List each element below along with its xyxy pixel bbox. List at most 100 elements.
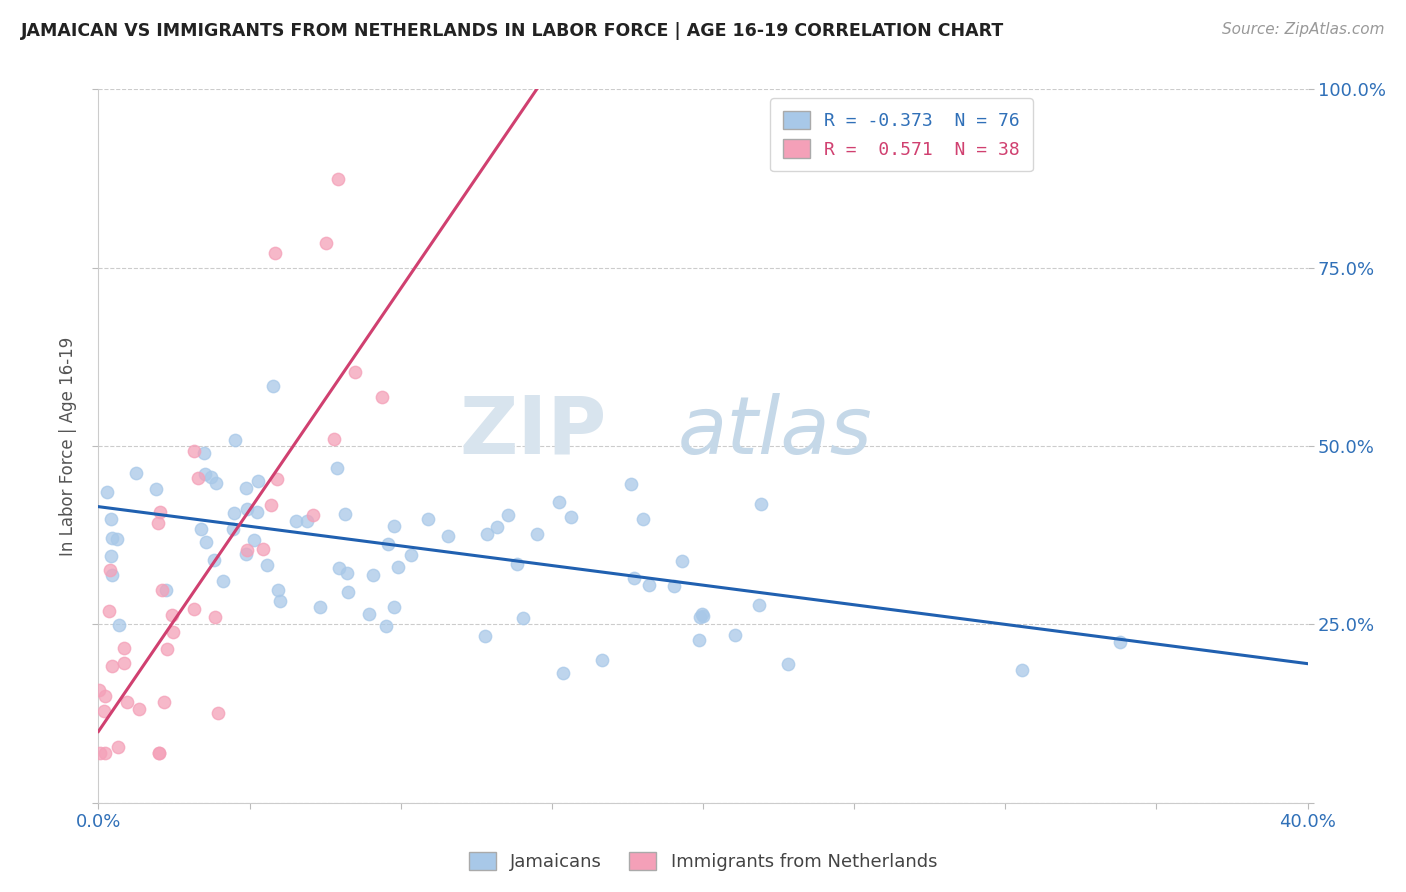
Point xyxy=(301,508,323,522)
Point xyxy=(560,509,582,524)
Point xyxy=(690,607,713,622)
Point xyxy=(387,560,409,574)
Point xyxy=(193,446,215,460)
Point xyxy=(207,706,229,720)
Point xyxy=(108,617,131,632)
Point xyxy=(260,498,283,512)
Point xyxy=(148,746,170,760)
Point xyxy=(145,483,167,497)
Point xyxy=(382,600,405,615)
Point xyxy=(262,379,284,393)
Point xyxy=(295,514,318,528)
Point xyxy=(343,365,366,379)
Point xyxy=(187,471,209,485)
Point xyxy=(235,502,257,516)
Point xyxy=(194,534,217,549)
Point xyxy=(160,608,183,623)
Point xyxy=(194,467,217,481)
Point xyxy=(105,532,128,546)
Legend: Jamaicans, Immigrants from Netherlands: Jamaicans, Immigrants from Netherlands xyxy=(461,846,945,879)
Point xyxy=(638,578,661,592)
Text: Source: ZipAtlas.com: Source: ZipAtlas.com xyxy=(1222,22,1385,37)
Point xyxy=(776,657,799,671)
Point xyxy=(100,549,122,563)
Point xyxy=(222,506,245,520)
Point xyxy=(377,537,399,551)
Point xyxy=(399,548,422,562)
Point xyxy=(211,574,233,588)
Point xyxy=(315,235,337,250)
Point xyxy=(97,604,120,618)
Point xyxy=(623,571,645,585)
Point xyxy=(328,561,350,575)
Point xyxy=(153,694,176,708)
Point xyxy=(505,558,527,572)
Point xyxy=(112,641,135,656)
Point xyxy=(100,568,122,582)
Legend: R = -0.373  N = 76, R =  0.571  N = 38: R = -0.373 N = 76, R = 0.571 N = 38 xyxy=(770,98,1032,171)
Point xyxy=(692,608,714,623)
Point xyxy=(359,607,381,621)
Text: JAMAICAN VS IMMIGRANTS FROM NETHERLANDS IN LABOR FORCE | AGE 16-19 CORRELATION C: JAMAICAN VS IMMIGRANTS FROM NETHERLANDS … xyxy=(21,22,1004,40)
Point xyxy=(256,558,278,572)
Point xyxy=(512,611,534,625)
Point xyxy=(496,508,519,522)
Point xyxy=(202,552,225,566)
Point xyxy=(190,522,212,536)
Point xyxy=(688,632,710,647)
Point xyxy=(146,516,169,531)
Point xyxy=(633,512,655,526)
Point xyxy=(486,519,509,533)
Point xyxy=(309,600,332,615)
Point xyxy=(333,507,356,521)
Point xyxy=(246,474,269,488)
Point xyxy=(107,740,129,755)
Point xyxy=(222,522,245,536)
Point xyxy=(437,529,460,543)
Point xyxy=(1011,663,1033,677)
Point xyxy=(100,512,122,526)
Point xyxy=(264,246,287,260)
Point xyxy=(662,579,685,593)
Point xyxy=(336,585,359,599)
Point xyxy=(416,512,439,526)
Point xyxy=(361,567,384,582)
Point xyxy=(183,602,205,616)
Point xyxy=(98,563,121,577)
Point xyxy=(266,472,288,486)
Point xyxy=(246,505,269,519)
Point xyxy=(336,566,359,581)
Point xyxy=(371,390,394,404)
Point xyxy=(115,695,138,709)
Point xyxy=(724,628,747,642)
Point xyxy=(125,466,148,480)
Point xyxy=(93,704,115,718)
Point xyxy=(749,497,772,511)
Point xyxy=(235,547,257,561)
Point xyxy=(236,542,259,557)
Point xyxy=(322,432,344,446)
Point xyxy=(148,746,170,760)
Point xyxy=(526,527,548,541)
Point xyxy=(477,526,499,541)
Point xyxy=(1108,635,1130,649)
Point xyxy=(548,495,571,509)
Point xyxy=(183,444,205,458)
Point xyxy=(326,461,349,475)
Point xyxy=(149,505,172,519)
Point xyxy=(204,610,226,624)
Point xyxy=(94,746,117,760)
Point xyxy=(156,641,179,656)
Point xyxy=(128,702,150,716)
Point xyxy=(101,659,124,673)
Point xyxy=(155,583,177,598)
Point xyxy=(382,518,405,533)
Point xyxy=(620,477,643,491)
Point xyxy=(93,689,115,703)
Point xyxy=(89,746,111,760)
Point xyxy=(474,629,496,643)
Point xyxy=(87,683,110,698)
Point xyxy=(150,583,173,598)
Point xyxy=(252,541,274,556)
Point xyxy=(748,598,770,612)
